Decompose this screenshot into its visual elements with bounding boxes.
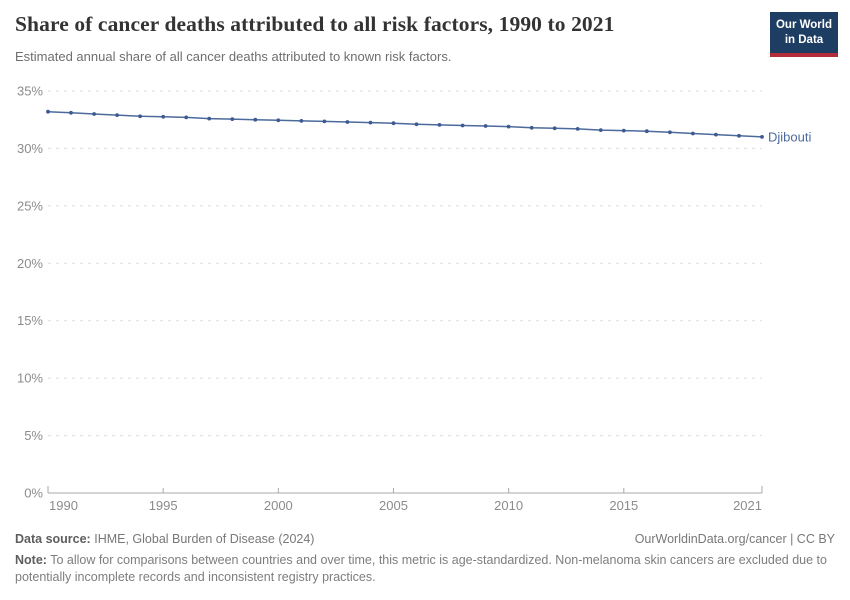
data-point[interactable] [691,131,695,136]
x-axis-tick-label: 1990 [49,498,78,513]
owid-logo-line2: in Data [784,33,824,46]
y-axis-tick-label: 20% [17,256,43,271]
x-axis-tick-label: 2000 [264,498,293,513]
data-point[interactable] [437,123,442,127]
data-point[interactable] [621,128,626,133]
line-chart[interactable]: 0% 5% 10% 15% 20% 25% 30% 35% 1990 1995 2000 2005 20… [0,80,850,525]
data-source-label: Data source: [15,532,91,546]
footer-note: Note: To allow for comparisons between c… [15,552,835,585]
data-point[interactable] [575,127,580,131]
data-point[interactable] [552,126,557,131]
data-point[interactable] [414,122,419,127]
y-axis-tick-label: 10% [17,371,43,386]
series-line [47,110,763,138]
data-point[interactable] [92,112,96,116]
owid-logo-line1: Our World [775,19,832,31]
note-text: To allow for comparisons between countri… [15,553,827,584]
page-title: Share of cancer deaths attributed to all… [15,12,615,36]
y-axis-tick-label: 25% [17,198,43,213]
entity-label[interactable]: Djibouti [768,129,811,144]
y-axis-tick-label: 0% [24,486,43,501]
data-point[interactable] [69,110,73,115]
data-point[interactable] [668,130,672,135]
data-point[interactable] [529,125,534,130]
data-point[interactable] [483,124,488,128]
data-point[interactable] [207,116,212,121]
data-point[interactable] [322,119,327,124]
data-point[interactable] [506,124,511,129]
y-axis-tick-label: 30% [17,141,43,156]
y-axis-tick-label: 15% [17,313,43,328]
data-point[interactable] [345,120,350,124]
x-axis-tick-label: 2021 [733,498,762,513]
data-point[interactable] [138,114,143,119]
data-point[interactable] [276,118,281,123]
data-point[interactable] [184,115,189,120]
data-point[interactable] [299,119,304,123]
x-axis-tick-label: 2015 [609,498,638,513]
data-point[interactable] [46,109,50,114]
chart-footer: Data source: IHME, Global Burden of Dise… [15,532,835,585]
license-link[interactable]: OurWorldinData.org/cancer | CC BY [634,532,835,546]
y-axis-tick-label: 35% [17,84,43,99]
data-point[interactable] [161,114,166,119]
x-axis-tick-label: 2010 [494,498,523,513]
data-point[interactable] [460,123,465,128]
data-source: Data source: IHME, Global Burden of Dise… [15,532,314,546]
x-axis-tick-label: 2005 [379,498,408,513]
chart-subtitle: Estimated annual share of all cancer dea… [15,49,452,64]
data-point[interactable] [737,133,741,138]
y-axis-tick-label: 5% [24,428,43,443]
data-source-value: IHME, Global Burden of Disease (2024) [94,532,315,546]
x-axis-tick-label: 1995 [149,498,178,513]
data-point[interactable] [644,129,649,134]
data-point[interactable] [598,128,603,132]
data-point[interactable] [115,113,119,117]
data-point[interactable] [760,135,764,139]
data-point[interactable] [230,117,235,121]
data-point[interactable] [391,121,396,126]
data-point[interactable] [368,120,373,125]
note-label: Note: [15,553,47,567]
data-point[interactable] [253,117,258,122]
data-point[interactable] [714,132,718,137]
owid-logo: Our World in Data [770,12,838,57]
